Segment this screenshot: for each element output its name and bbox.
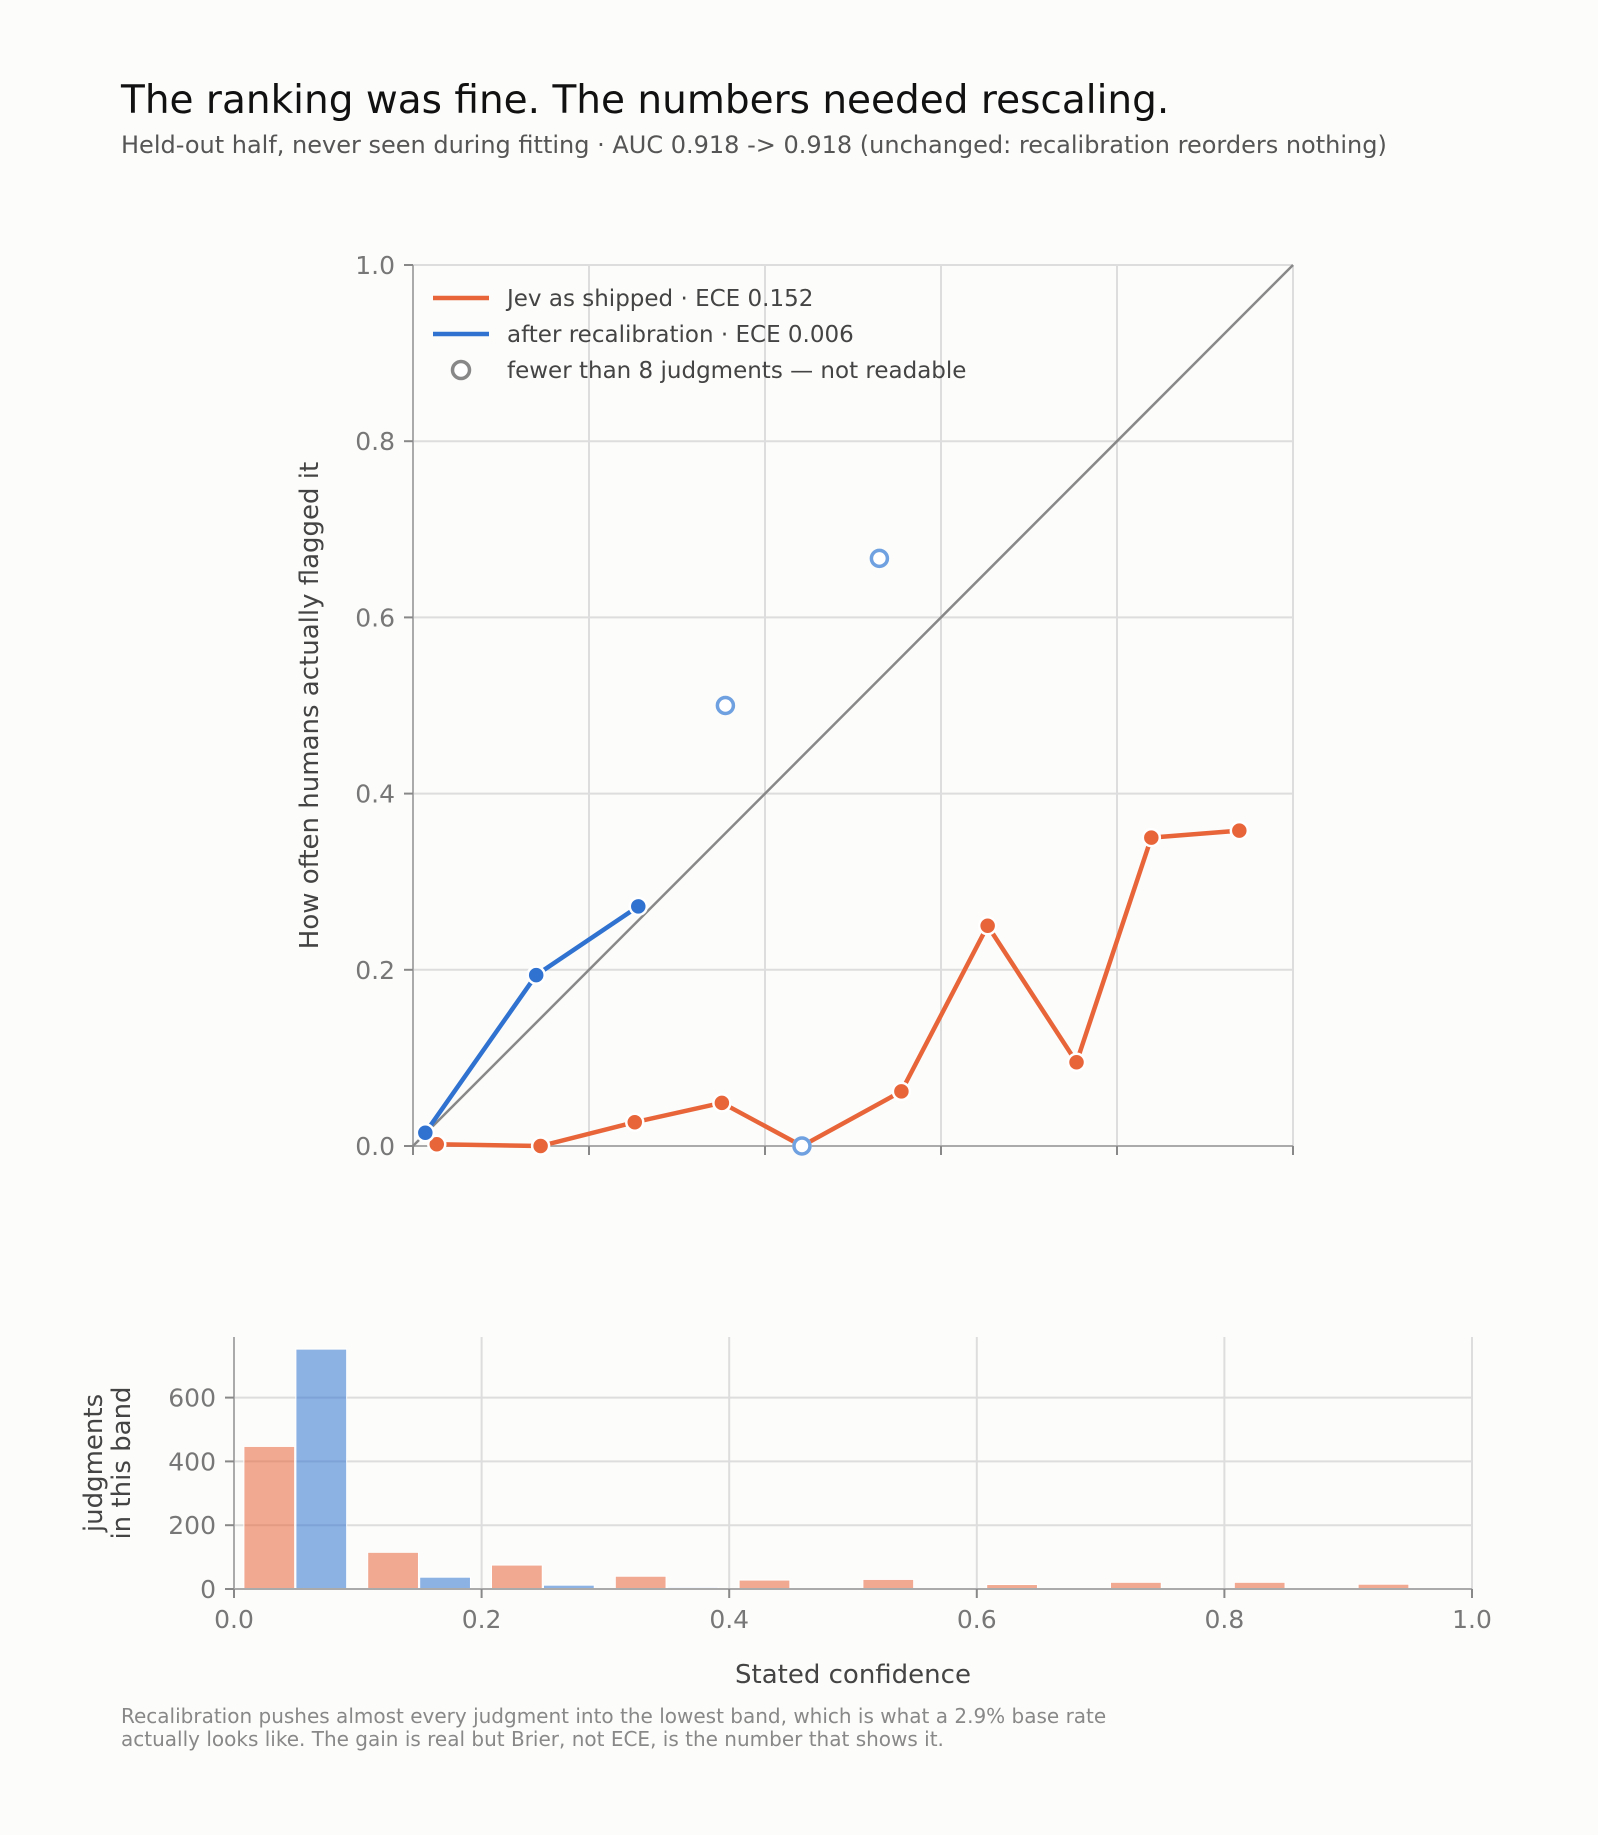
series-0-point (712, 1093, 732, 1113)
y-tick-label: 1.0 (355, 251, 395, 280)
chart-subtitle: Held-out half, never seen during fitting… (121, 131, 1387, 159)
series-1-point (415, 1123, 436, 1143)
y-tick-label: 0.4 (355, 780, 395, 809)
histogram-bar-shipped (243, 1445, 296, 1590)
y-axis-label-line-1: judgments (79, 1394, 109, 1533)
histogram-bar-shipped (862, 1578, 915, 1590)
y-tick-label: 0.2 (355, 956, 395, 985)
caption-line-1: Recalibration pushes almost every judgme… (121, 1704, 1107, 1728)
y-tick-label: 400 (168, 1447, 216, 1476)
legend-label-sparse: fewer than 8 judgments — not readable (507, 358, 966, 384)
legend-swatch-sparse (450, 359, 472, 381)
chart-caption: Recalibration pushes almost every judgme… (121, 1705, 1321, 1751)
perfect-calibration-diagonal (412, 264, 1294, 1147)
y-tick-label: 200 (168, 1511, 216, 1540)
x-tick-label: 0.2 (462, 1605, 502, 1634)
x-tick-label: 0.4 (709, 1605, 749, 1634)
y-tick-label: 0 (200, 1575, 216, 1604)
series-0-point (427, 1134, 447, 1154)
series-line-0 (436, 828, 1240, 1149)
sparse-point-hollow (792, 1136, 812, 1156)
y-axis-label: How often humans actually flagged it (295, 462, 325, 949)
legend-label-1: after recalibration · ECE 0.006 (507, 322, 854, 348)
legend-label-0: Jev as shipped · ECE 0.152 (505, 286, 813, 312)
series-0-point (977, 916, 998, 936)
y-tick-label: 0.8 (355, 427, 395, 456)
series-1-point (628, 896, 649, 917)
histogram-bar-shipped (1110, 1581, 1162, 1590)
sparse-point-hollow (715, 695, 736, 716)
series-0-point (530, 1136, 551, 1156)
y-tick-label: 600 (168, 1384, 216, 1413)
y-axis-label-line-2: in this band (107, 1386, 137, 1539)
y-tick-label: 0.0 (355, 1132, 395, 1161)
histogram-bar-shipped (491, 1564, 543, 1590)
x-tick-label: 0.6 (957, 1605, 997, 1634)
x-tick-label: 1.0 (1452, 1605, 1492, 1634)
reliability-diagram: 0.0 0.2 0.4 0.6 0.8 1.0 How often humans actua… (295, 251, 1294, 1161)
histogram-bar-recalibrated (419, 1576, 471, 1590)
histogram-bar-shipped (738, 1579, 791, 1590)
histogram-bar-shipped (367, 1551, 419, 1590)
chart-title: The ranking was fine. The numbers needed… (121, 78, 1170, 123)
series-1-point (526, 965, 546, 985)
sparse-point-hollow (869, 548, 890, 569)
series-0-point (891, 1081, 912, 1102)
histogram-bar-shipped (614, 1575, 667, 1590)
series-0-point (1141, 827, 1162, 848)
series-0-point (1229, 820, 1250, 841)
series-0-point (1066, 1052, 1087, 1073)
histogram-bar-recalibrated (295, 1348, 348, 1590)
x-tick-label: 0.0 (214, 1605, 254, 1634)
caption-line-2: actually looks like. The gain is real bu… (121, 1727, 944, 1751)
series-line-1 (423, 904, 640, 1135)
series-0-point (625, 1112, 645, 1132)
x-tick-label: 0.8 (1205, 1605, 1245, 1634)
confidence-histogram: 0 200 400 600 0.0 0.2 0.4 0.6 0.8 1.0 Stated confi… (79, 1337, 1492, 1690)
histogram-bar-shipped (1233, 1581, 1286, 1590)
y-tick-label: 0.6 (355, 603, 395, 632)
x-axis-label: Stated confidence (735, 1660, 971, 1690)
